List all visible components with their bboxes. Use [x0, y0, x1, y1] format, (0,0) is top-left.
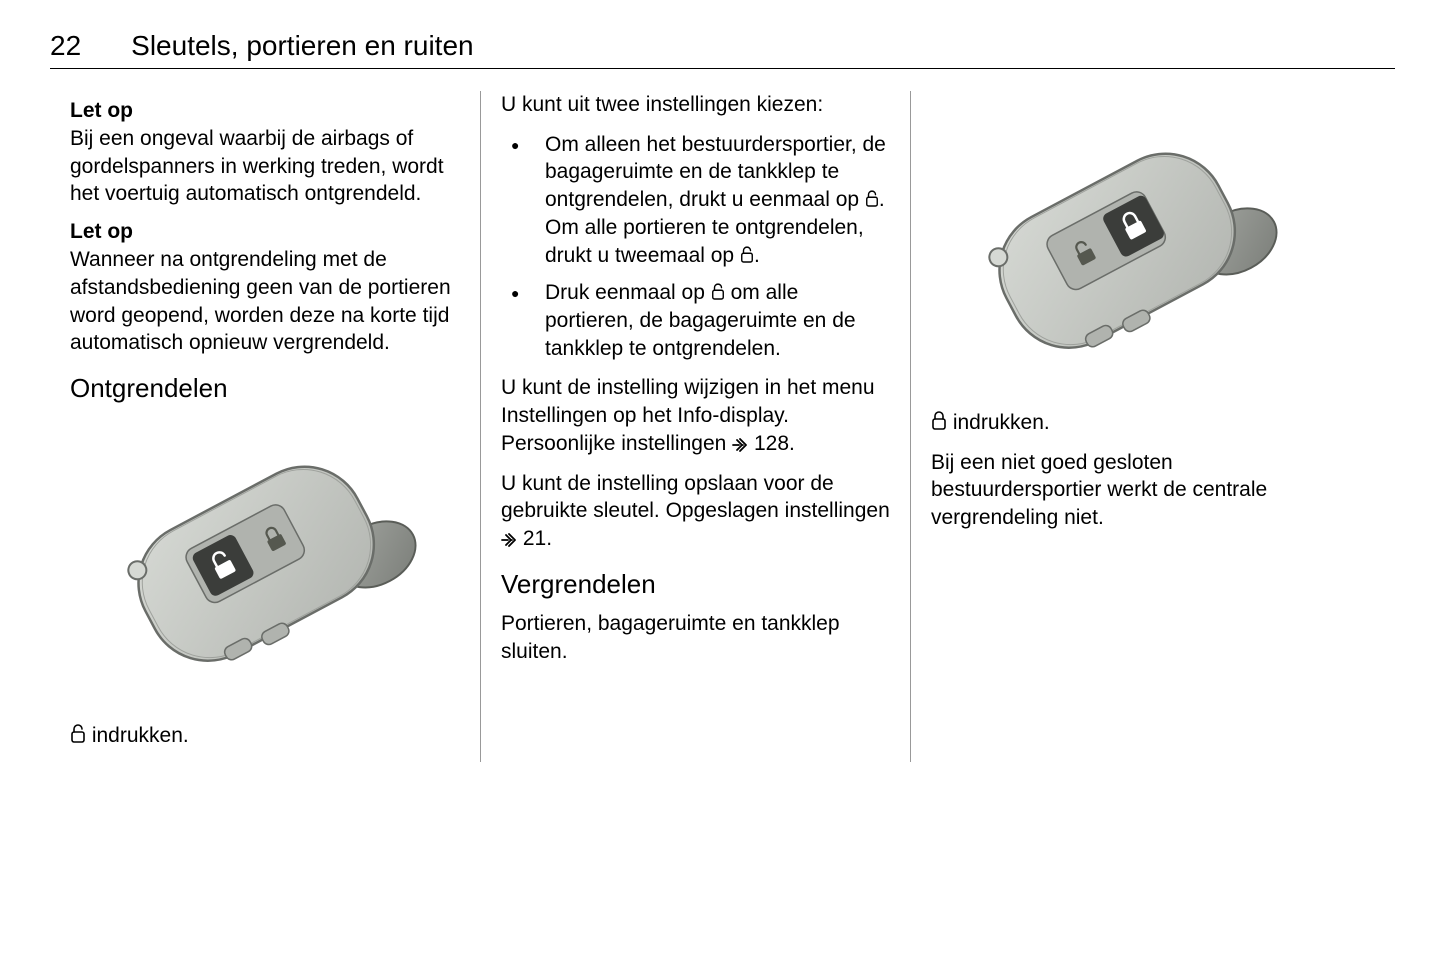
lock-icon	[931, 411, 947, 431]
section-heading-lock: Vergrendelen	[501, 569, 890, 600]
list-item: Druk eenmaal op om alle portieren, de ba…	[501, 279, 890, 362]
press-lock-label: indrukken.	[947, 411, 1050, 434]
reference-number: 128.	[748, 432, 795, 455]
note-heading: Let op	[70, 99, 460, 123]
note-body: Bij een ongeval waarbij de airbags of go…	[70, 125, 460, 208]
note-heading: Let op	[70, 220, 460, 244]
list-text: .	[754, 244, 760, 267]
page-title: Sleutels, portieren en ruiten	[131, 30, 473, 62]
lock-body-text: Portieren, bagageruimte en tankklep slui…	[501, 610, 890, 665]
column-2: U kunt uit twee instellingen kiezen: Om …	[480, 91, 910, 762]
press-unlock-label: indrukken.	[86, 724, 189, 747]
column-1: Let op Bij een ongeval waarbij de airbag…	[50, 91, 480, 762]
list-text: Om alleen het bestuurdersportier, de bag…	[545, 133, 886, 211]
key-fob-lock-figure	[966, 101, 1286, 391]
settings-list: Om alleen het bestuurdersportier, de bag…	[501, 131, 890, 363]
page-number: 22	[50, 30, 81, 62]
body-text: U kunt de instelling opslaan voor de geb…	[501, 472, 890, 523]
lock-warning-text: Bij een niet goed gesloten bestuurderspo…	[931, 449, 1320, 532]
content-columns: Let op Bij een ongeval waarbij de airbag…	[50, 91, 1395, 762]
list-item: Om alleen het bestuurdersportier, de bag…	[501, 131, 890, 270]
settings-change-text: U kunt de instelling wijzigen in het men…	[501, 374, 890, 457]
reference-arrow-icon	[732, 438, 748, 452]
unlock-icon	[70, 724, 86, 744]
press-unlock-text: indrukken.	[70, 722, 460, 750]
list-text: Druk eenmaal op	[545, 281, 711, 304]
section-heading-unlock: Ontgrendelen	[70, 373, 460, 404]
unlock-icon	[865, 190, 879, 208]
press-lock-text: indrukken.	[931, 409, 1320, 437]
key-fob-unlock-figure	[105, 414, 425, 704]
settings-intro: U kunt uit twee instellingen kiezen:	[501, 91, 890, 119]
reference-number: 21.	[517, 527, 552, 550]
unlock-icon	[711, 283, 725, 301]
column-3: indrukken. Bij een niet goed gesloten be…	[910, 91, 1340, 762]
unlock-icon	[740, 246, 754, 264]
settings-save-text: U kunt de instelling opslaan voor de geb…	[501, 470, 890, 553]
note-body: Wanneer na ontgrendeling met de afstands…	[70, 246, 460, 357]
reference-arrow-icon	[501, 533, 517, 547]
page-header: 22 Sleutels, portieren en ruiten	[50, 30, 1395, 69]
body-text: U kunt de instelling wijzigen in het men…	[501, 376, 875, 454]
